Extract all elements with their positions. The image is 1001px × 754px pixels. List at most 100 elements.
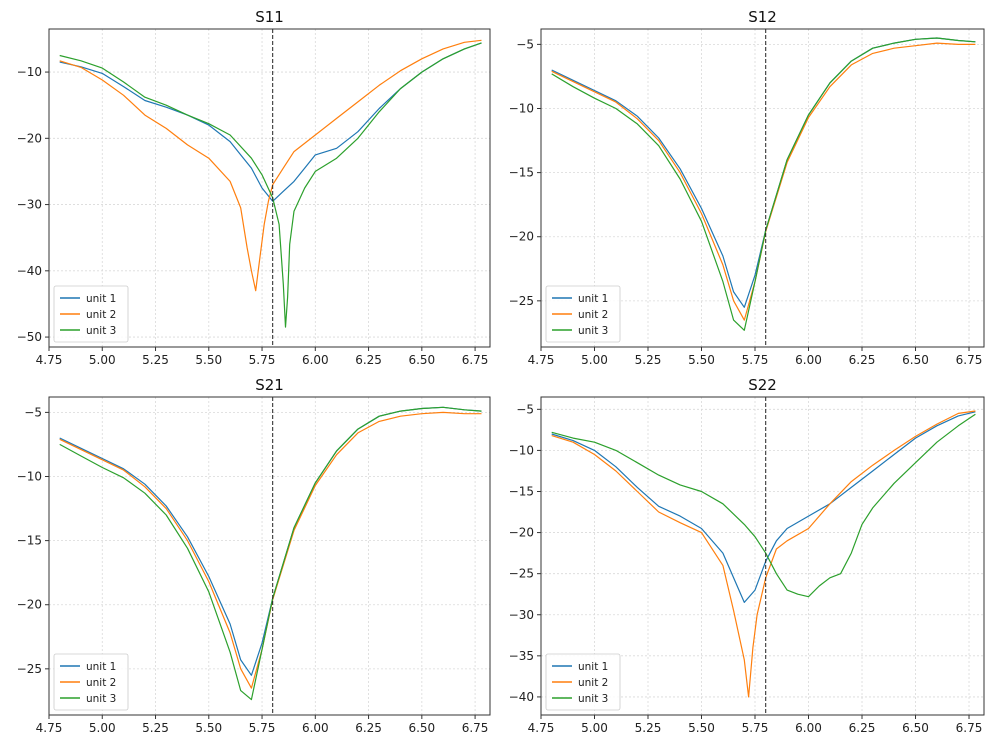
x-tick-label: 6.25 — [849, 353, 876, 367]
x-tick-label: 5.00 — [89, 721, 116, 735]
plot-frame — [48, 396, 491, 716]
series-line-unit-2 — [551, 42, 976, 321]
panel-s12: 4.75 5.00 5.25 5.50 5.75 6.00 6.25 6.50 6.75 −25 −… — [509, 8, 985, 367]
x-tick-label: 6.00 — [302, 353, 329, 367]
panel-s21: 4.75 5.00 5.25 5.50 5.75 6.00 6.25 6.50 6.75 −25 −… — [17, 376, 491, 735]
y-tick-label: −20 — [509, 526, 534, 540]
x-tick-label: 6.75 — [956, 353, 983, 367]
y-tick-label: −5 — [516, 402, 534, 416]
y-tick-label: −10 — [17, 470, 42, 484]
legend-box — [53, 653, 129, 711]
x-tick-label: 5.75 — [742, 353, 769, 367]
legend-box — [53, 285, 129, 343]
y-tick-label: −25 — [509, 294, 534, 308]
x-tick-label: 5.25 — [635, 721, 662, 735]
x-tick-label: 6.00 — [302, 721, 329, 735]
series-line-unit-1 — [59, 406, 482, 676]
x-tick-label: 6.25 — [355, 721, 382, 735]
y-tick-label: −30 — [17, 198, 42, 212]
y-tick-label: −30 — [509, 608, 534, 622]
y-tick-label: −5 — [516, 37, 534, 51]
x-tick-label: 6.50 — [408, 353, 435, 367]
x-tick-label: 5.50 — [195, 721, 222, 735]
x-tick-label: 5.25 — [142, 353, 169, 367]
legend-label: unit 1 — [86, 661, 116, 673]
x-tick-label: 6.25 — [849, 721, 876, 735]
y-tick-label: −10 — [509, 102, 534, 116]
x-tick-label: 5.75 — [249, 353, 276, 367]
series-line-unit-2 — [59, 411, 482, 689]
legend-label: unit 2 — [86, 309, 116, 321]
y-tick-label: −15 — [509, 166, 534, 180]
y-tick-label: −40 — [509, 690, 534, 704]
x-tick-label: 6.00 — [795, 353, 822, 367]
legend-label: unit 3 — [578, 325, 608, 337]
legend-label: unit 3 — [578, 693, 608, 705]
y-tick-label: −5 — [24, 405, 42, 419]
legend-label: unit 3 — [86, 693, 116, 705]
x-tick-label: 6.75 — [956, 721, 983, 735]
y-tick-label: −15 — [509, 484, 534, 498]
y-tick-label: −20 — [17, 598, 42, 612]
x-tick-label: 4.75 — [528, 721, 555, 735]
y-tick-label: −10 — [17, 65, 42, 79]
x-tick-label: 6.00 — [795, 721, 822, 735]
x-tick-label: 6.75 — [462, 721, 489, 735]
legend-label: unit 1 — [578, 293, 608, 305]
y-tick-label: −25 — [17, 662, 42, 676]
panel-title: S11 — [255, 8, 284, 26]
legend: unit 1 unit 2 unit 3 — [545, 653, 621, 711]
y-tick-label: −20 — [509, 230, 534, 244]
series-line-unit-1 — [551, 411, 976, 604]
panel-s11: 4.75 5.00 5.25 5.50 5.75 6.00 6.25 6.50 6.75 −50 −… — [17, 8, 491, 367]
legend-label: unit 2 — [578, 677, 608, 689]
x-tick-label: 4.75 — [528, 353, 555, 367]
y-tick-label: −35 — [509, 649, 534, 663]
x-tick-label: 5.50 — [688, 721, 715, 735]
x-tick-label: 5.50 — [688, 353, 715, 367]
series-line-unit-2 — [59, 39, 482, 292]
y-tick-label: −20 — [17, 131, 42, 145]
legend-label: unit 1 — [578, 661, 608, 673]
x-tick-label: 5.50 — [195, 353, 222, 367]
x-tick-label: 6.25 — [355, 353, 382, 367]
plot-frame — [540, 28, 985, 348]
x-tick-label: 5.25 — [635, 353, 662, 367]
series-line-unit-1 — [551, 37, 976, 308]
x-tick-label: 5.00 — [581, 353, 608, 367]
x-tick-label: 5.25 — [142, 721, 169, 735]
x-tick-label: 6.50 — [408, 721, 435, 735]
series-line-unit-3 — [59, 42, 482, 328]
legend-label: unit 1 — [86, 293, 116, 305]
x-tick-label: 6.50 — [902, 721, 929, 735]
series-line-unit-1 — [59, 42, 482, 202]
legend-label: unit 2 — [86, 677, 116, 689]
x-tick-label: 6.75 — [462, 353, 489, 367]
panel-s22: 4.75 5.00 5.25 5.50 5.75 6.00 6.25 6.50 6.75 −40 −… — [509, 376, 985, 735]
x-tick-label: 5.00 — [581, 721, 608, 735]
legend: unit 1 unit 2 unit 3 — [53, 653, 129, 711]
x-tick-label: 5.00 — [89, 353, 116, 367]
plot-frame — [48, 28, 491, 348]
panel-title: S22 — [748, 376, 777, 394]
legend: unit 1 unit 2 unit 3 — [53, 285, 129, 343]
x-tick-label: 4.75 — [36, 353, 63, 367]
y-tick-label: −15 — [17, 534, 42, 548]
y-tick-label: −40 — [17, 264, 42, 278]
x-tick-label: 4.75 — [36, 721, 63, 735]
plot-frame — [540, 396, 985, 716]
legend-label: unit 2 — [578, 309, 608, 321]
legend-box — [545, 653, 621, 711]
panel-title: S21 — [255, 376, 284, 394]
x-tick-label: 5.75 — [249, 721, 276, 735]
panel-title: S12 — [748, 8, 777, 26]
x-tick-label: 6.50 — [902, 353, 929, 367]
series-line-unit-3 — [551, 37, 976, 331]
legend-box — [545, 285, 621, 343]
legend: unit 1 unit 2 unit 3 — [545, 285, 621, 343]
y-tick-label: −50 — [17, 330, 42, 344]
x-tick-label: 5.75 — [742, 721, 769, 735]
series-line-unit-2 — [551, 410, 976, 698]
